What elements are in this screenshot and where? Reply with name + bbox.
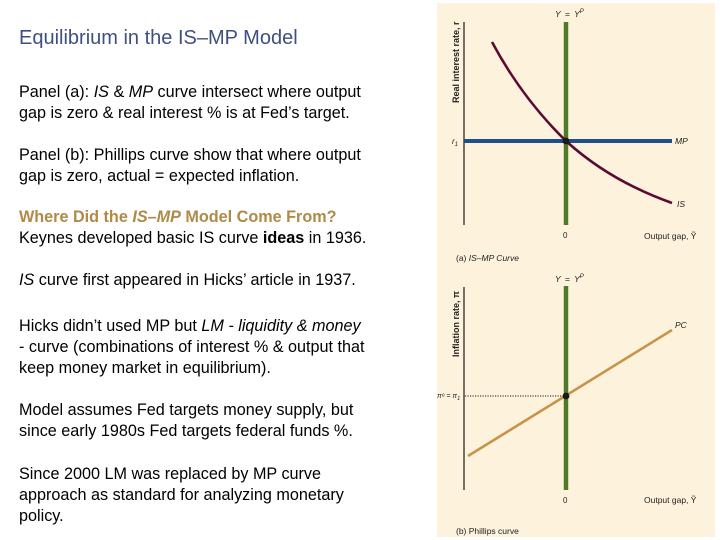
phillips-curve [467, 328, 673, 458]
panel-b-x-tick: 0 [563, 496, 568, 505]
text-run: curve first appeared in Hicks’ article i… [34, 271, 356, 289]
text-run: approach as standard for analyzing monet… [19, 486, 344, 504]
text-run: IS [93, 83, 109, 101]
paragraph-history: Where Did the IS–MP Model Come From? Keyn… [19, 207, 366, 249]
text-run: gap is zero & real interest % is at Fed’… [19, 104, 350, 122]
text-run: Hicks didn’t used MP but [19, 317, 202, 335]
paragraph-fed-targets: Model assumes Fed targets money supply, … [19, 400, 353, 442]
paragraph-panel-b: Panel (b): Phillips curve show that wher… [19, 145, 361, 187]
paragraph-panel-a: Panel (a): IS & MP curve intersect where… [19, 82, 361, 124]
paragraph-line: IS curve first appeared in Hicks’ articl… [19, 270, 356, 291]
is-curve [490, 41, 673, 205]
panel-a-y-axis-label: Real interest rate, r [451, 21, 461, 103]
panel-b-y-axis-label: Inflation rate, π [451, 291, 461, 357]
paragraph-hicks-1937: IS curve first appeared in Hicks’ articl… [19, 270, 356, 291]
panel-a-is-mp-chart: Real interest rate, r Y = YP MP IS r1 0 … [451, 9, 697, 263]
panel-b-y-tick: πᵉ = π1 [437, 393, 460, 402]
text-run: keep money market in equilibrium). [19, 359, 271, 377]
text-run: Model assumes Fed targets money supply, … [19, 401, 354, 419]
text-run: curve intersect where output [153, 83, 361, 101]
equilibrium-point-b [562, 392, 570, 400]
panel-b-x-axis-label: Output gap, Ỹ [644, 495, 697, 505]
panel-a-caption: (a) IS–MP Curve [456, 253, 519, 263]
paragraph-line: Model assumes Fed targets money supply, … [19, 400, 353, 421]
paragraph-line: keep money market in equilibrium). [19, 358, 365, 379]
paragraph-line: Panel (a): IS & MP curve intersect where… [19, 82, 361, 103]
text-run: Panel (a): [19, 83, 94, 101]
text-run: - curve (combinations of interest % & ou… [19, 338, 365, 356]
phillips-curve-label: PC [675, 320, 688, 330]
panel-b-caption: (b) Phillips curve [456, 526, 519, 536]
text-run: IS [19, 271, 35, 289]
paragraph-since-2000: Since 2000 LM was replaced by MP curve ap… [19, 464, 344, 527]
paragraph-line: - curve (combinations of interest % & ou… [19, 337, 365, 358]
section-heading-text: IS–MP [132, 208, 181, 226]
text-run: ideas [262, 229, 305, 247]
slide-title: Equilibrium in the IS–MP Model [19, 27, 298, 49]
paragraph-hicks-lm: Hicks didn’t used MP but LM - liquidity … [19, 316, 365, 379]
section-heading-text: Where Did the [19, 208, 133, 226]
text-run: & [108, 83, 129, 101]
mp-curve-label: MP [675, 136, 688, 146]
paragraph-line: approach as standard for analyzing monet… [19, 485, 344, 506]
paragraph-line: Hicks didn’t used MP but LM - liquidity … [19, 316, 365, 337]
paragraph-line: Panel (b): Phillips curve show that wher… [19, 145, 361, 166]
panel-a-vline-label: Y = YP [555, 9, 584, 19]
is-curve-label: IS [677, 199, 685, 209]
text-run: gap is zero, actual = expected inflation… [19, 167, 300, 185]
panel-a-x-axis-label: Output gap, Ỹ [644, 231, 697, 241]
paragraph-line: gap is zero & real interest % is at Fed’… [19, 103, 361, 124]
text-run: Keynes developed basic IS curve [19, 229, 263, 247]
panel-b-phillips-chart: Inflation rate, π Y = YP PC πᵉ = π1 0 Ou… [437, 274, 697, 536]
text-run: Since 2000 LM was replaced by MP curve [19, 465, 322, 483]
paragraph-line: gap is zero, actual = expected inflation… [19, 166, 361, 187]
panel-a-y-tick: r1 [452, 137, 458, 148]
panel-a-x-tick: 0 [563, 231, 568, 240]
paragraph-line: Where Did the IS–MP Model Come From? [19, 207, 366, 228]
text-run: policy. [19, 507, 64, 525]
text-run: Panel (b): Phillips curve show that wher… [19, 146, 361, 164]
text-run: since early 1980s Fed targets federal fu… [19, 422, 353, 440]
paragraph-line: Keynes developed basic IS curve ideas in… [19, 228, 366, 249]
equilibrium-point-a [562, 137, 570, 145]
paragraph-line: policy. [19, 506, 344, 527]
text-run: LM - liquidity & money [201, 317, 361, 335]
text-run: in 1936. [304, 229, 367, 247]
paragraph-line: Since 2000 LM was replaced by MP curve [19, 464, 344, 485]
text-run: MP [128, 83, 154, 101]
paragraph-line: since early 1980s Fed targets federal fu… [19, 421, 353, 442]
section-heading-text: Model Come From? [180, 208, 337, 226]
panel-b-vline-label: Y = YP [555, 274, 584, 284]
